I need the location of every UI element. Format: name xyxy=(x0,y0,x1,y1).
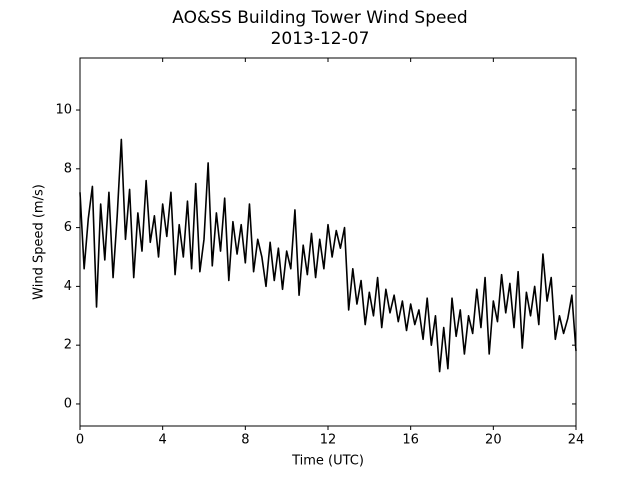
y-tick-label: 2 xyxy=(64,338,72,353)
plot-frame xyxy=(79,57,577,427)
wind-speed-line xyxy=(79,138,577,373)
y-tick-label: 10 xyxy=(55,103,72,118)
y-tick-label: 4 xyxy=(64,279,72,294)
x-tick-label: 24 xyxy=(568,433,585,448)
y-tick-label: 6 xyxy=(64,220,72,235)
chart-title: AO&SS Building Tower Wind Speed xyxy=(172,8,467,28)
x-tick-label: 4 xyxy=(159,433,167,448)
x-tick-label: 0 xyxy=(76,433,84,448)
chart-subtitle: 2013-12-07 xyxy=(271,29,370,49)
y-axis-label: Wind Speed (m/s) xyxy=(32,184,47,300)
x-tick-label: 20 xyxy=(485,433,502,448)
y-tick-label: 0 xyxy=(64,396,72,411)
x-axis-label: Time (UTC) xyxy=(291,454,364,469)
x-tick-label: 12 xyxy=(320,433,337,448)
x-tick-label: 16 xyxy=(402,433,419,448)
x-tick-label: 8 xyxy=(241,433,249,448)
y-tick-label: 8 xyxy=(64,161,72,176)
